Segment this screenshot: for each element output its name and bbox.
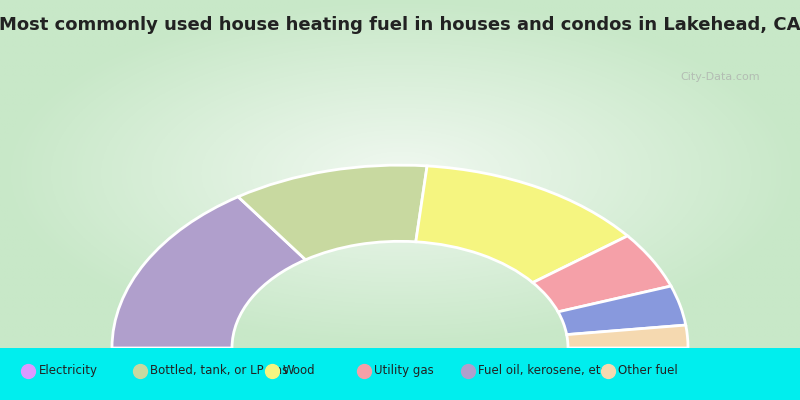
Wedge shape (416, 166, 627, 283)
Wedge shape (238, 165, 427, 260)
Text: Wood: Wood (282, 364, 315, 377)
Text: Most commonly used house heating fuel in houses and condos in Lakehead, CA: Most commonly used house heating fuel in… (0, 16, 800, 34)
Wedge shape (533, 236, 671, 312)
Text: Electricity: Electricity (38, 364, 98, 377)
Text: Bottled, tank, or LP gas: Bottled, tank, or LP gas (150, 364, 289, 377)
Text: Other fuel: Other fuel (618, 364, 678, 377)
Wedge shape (558, 286, 686, 335)
Wedge shape (566, 325, 688, 348)
Wedge shape (112, 197, 306, 348)
Text: City-Data.com: City-Data.com (680, 72, 760, 82)
Text: Fuel oil, kerosene, etc.: Fuel oil, kerosene, etc. (478, 364, 611, 377)
Text: Utility gas: Utility gas (374, 364, 434, 377)
